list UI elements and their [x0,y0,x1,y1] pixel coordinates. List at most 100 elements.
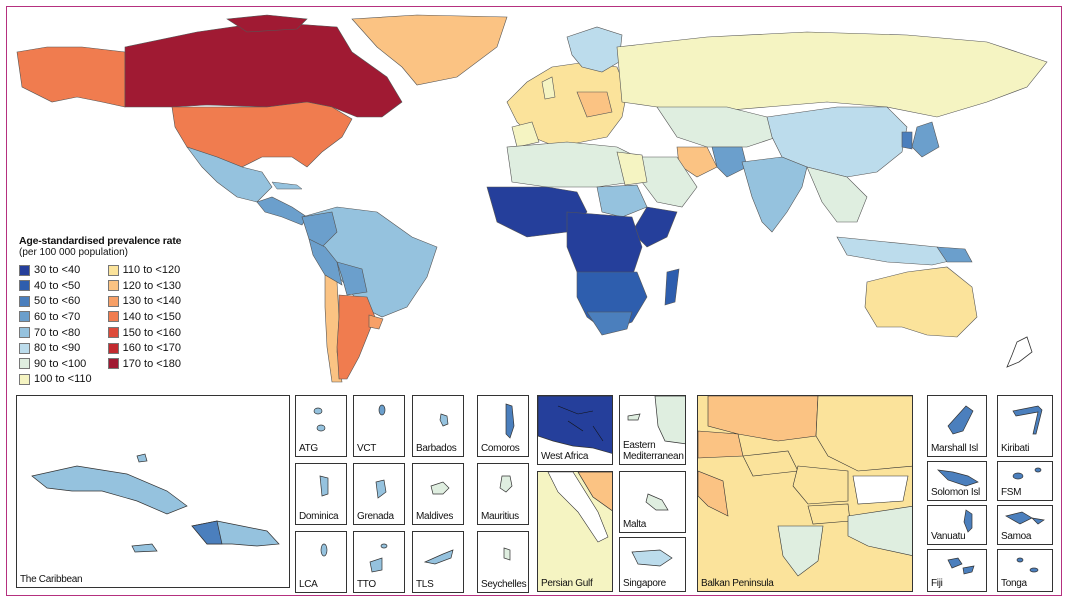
legend-item: 40 to <50 [19,279,92,293]
inset-label-caribbean: The Caribbean [20,574,83,585]
inset-grenada: Grenada [353,463,405,525]
caribbean-map [31,453,280,553]
inset-seychelles: Seychelles [477,531,529,593]
legend-item: 70 to <80 [19,325,92,339]
inset-balkan: Balkan Peninsula [697,395,913,592]
region-argentina [336,294,376,380]
legend-item: 90 to <100 [19,357,92,371]
region-papua [936,246,973,263]
legend-label: 40 to <50 [34,279,81,292]
inset-fiji: Fiji [927,549,987,592]
legend-swatch [107,342,119,354]
inset-maldives: Maldives [412,463,464,525]
island-mauritius [499,475,513,493]
island-tto [369,557,383,573]
island-atg-2 [316,424,326,432]
legend-swatch [19,327,30,339]
legend-swatch [19,280,30,292]
region-pakistan [711,146,748,178]
inset-vanuatu: Vanuatu [927,505,987,545]
region-bahamas [136,453,148,463]
region-scandinavia [566,26,623,73]
region-india [741,156,808,233]
region-canada [124,21,403,118]
legend-swatch [19,264,30,276]
region-haiti [191,520,223,545]
inset-mauritius: Mauritius [477,463,529,525]
legend-label: 170 to <180 [122,357,182,370]
legend-columns: 30 to <40 40 to <50 50 to <60 60 to <70 70 t… [19,263,181,386]
legend-label: 150 to <160 [122,326,182,339]
legend-column-2: 110 to <120 120 to <130 130 to <140 140 to … [107,263,182,386]
region-colombia [301,211,338,248]
region-china [766,106,908,178]
legend-column-1: 30 to <40 40 to <50 50 to <60 60 to <70 70 t… [19,263,92,386]
island-tls [423,549,454,565]
region-cyprus [627,413,641,421]
legend-label: 110 to <120 [122,264,181,277]
island-kiribati [1012,405,1043,435]
inset-west-africa: West Africa [537,395,613,465]
region-egypt [616,151,648,186]
inset-label-lca: LCA [299,579,318,590]
inset-label-comoros: Comoros [481,443,520,454]
region-japan [911,121,940,158]
inset-lca: LCA [295,531,347,593]
region-south-africa [586,311,633,336]
inset-label-fiji: Fiji [931,578,943,589]
inset-label-tonga: Tonga [1001,578,1027,589]
region-levant [654,396,685,445]
region-southeast-asia [806,166,868,223]
legend-label: 30 to <40 [34,264,81,277]
island-fiji [947,557,963,569]
region-new-zealand [1006,336,1033,368]
legend-item: 110 to <120 [107,263,181,277]
region-australia [864,266,978,338]
inset-marshall: Marshall Isl [927,395,987,457]
legend-label: 160 to <170 [122,342,182,355]
inset-samoa: Samoa [997,505,1053,545]
legend-swatch [107,311,119,323]
legend-item: 60 to <70 [19,310,92,324]
region-poland [707,396,819,442]
inset-vct: VCT [353,395,405,457]
island-atg [313,407,323,415]
island-comoros [505,403,515,439]
legend-label: 120 to <130 [122,279,182,292]
legend-item: 140 to <150 [107,310,182,324]
inset-dominica: Dominica [295,463,347,525]
inset-label-grenada: Grenada [357,511,394,522]
inset-label-barbados: Barbados [416,443,457,454]
island-marshall [947,405,974,435]
inset-label-malta: Malta [623,519,646,530]
island-vct [378,404,386,416]
region-alaska [16,46,126,108]
region-sudan [596,184,648,218]
inset-kiribati: Kiribati [997,395,1053,457]
island-tonga-2 [1029,567,1039,573]
legend-swatch [107,327,119,339]
legend-item: 50 to <60 [19,294,92,308]
legend-label: 140 to <150 [122,310,182,323]
region-cuba-inset [31,465,188,515]
inset-fsm: FSM [997,461,1053,501]
inset-label-west-africa: West Africa [541,451,589,462]
region-romania [792,465,849,505]
inset-comoros: Comoros [477,395,529,457]
island-seychelles [503,547,511,561]
legend-label: 60 to <70 [34,310,81,323]
inset-label-tto: TTO [357,579,376,590]
island-samoa [1005,511,1033,525]
inset-label-balkan: Balkan Peninsula [701,578,774,589]
inset-label-solomon: Solomon Isl [931,487,980,498]
legend-item: 150 to <160 [107,325,182,339]
legend-swatch [19,311,30,323]
inset-label-kiribati: Kiribati [1001,443,1030,454]
legend-swatch [19,295,30,307]
inset-persian-gulf: Persian Gulf [537,471,613,592]
inset-label-vct: VCT [357,443,377,454]
region-west-africa-inset [538,396,612,454]
region-north-africa [506,141,638,188]
legend-item: 80 to <90 [19,341,92,355]
legend-item: 120 to <130 [107,279,182,293]
